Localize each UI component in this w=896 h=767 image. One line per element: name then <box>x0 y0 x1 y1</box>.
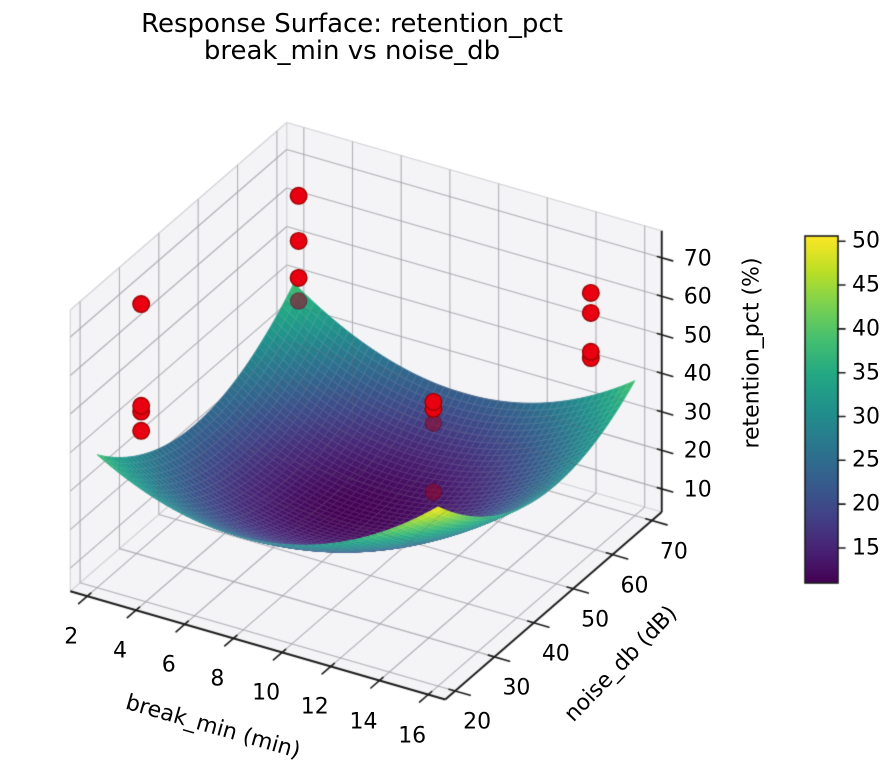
z-tick-label: 20 <box>683 438 712 464</box>
y-tick-label: 20 <box>463 709 492 735</box>
y-tick-label: 50 <box>581 607 610 633</box>
colorbar-tick-label: 45 <box>852 272 880 298</box>
x-tick-label: 2 <box>64 624 79 650</box>
colorbar-tick-label: 35 <box>852 360 880 386</box>
x-tick-label: 10 <box>252 680 281 706</box>
x-tick-label: 8 <box>210 666 225 692</box>
z-tick-label: 10 <box>683 477 712 503</box>
colorbar-tick-label: 40 <box>852 316 880 342</box>
y-tick-label: 40 <box>541 641 570 667</box>
x-tick-label: 6 <box>161 652 176 678</box>
x-tick-label: 4 <box>113 638 127 664</box>
z-tick-label: 30 <box>683 400 712 426</box>
chart-title: Response Surface: retention_pct <box>141 9 563 39</box>
colorbar-tick-label: 50 <box>852 228 880 254</box>
chart-title-block: Response Surface: retention_pct break_mi… <box>141 11 563 65</box>
x-tick-label: 14 <box>349 709 378 734</box>
colorbar-tick-label: 20 <box>852 491 880 517</box>
colorbar-tick-label: 25 <box>852 447 880 473</box>
z-axis-label: retention_pct (%) <box>739 257 765 449</box>
z-tick-label: 60 <box>683 284 712 310</box>
colorbar-tick-label: 15 <box>852 535 880 561</box>
z-tick-label: 70 <box>683 246 712 272</box>
y-tick-label: 60 <box>620 573 649 599</box>
z-tick-label: 50 <box>683 323 712 349</box>
chart-subtitle: break_min vs noise_db <box>203 36 501 66</box>
y-tick-label: 70 <box>659 539 688 565</box>
colorbar-tick-label: 30 <box>852 404 880 429</box>
y-tick-label: 30 <box>502 675 531 701</box>
z-tick-label: 40 <box>683 361 712 387</box>
x-tick-label: 12 <box>300 694 329 720</box>
x-tick-label: 16 <box>398 723 427 749</box>
